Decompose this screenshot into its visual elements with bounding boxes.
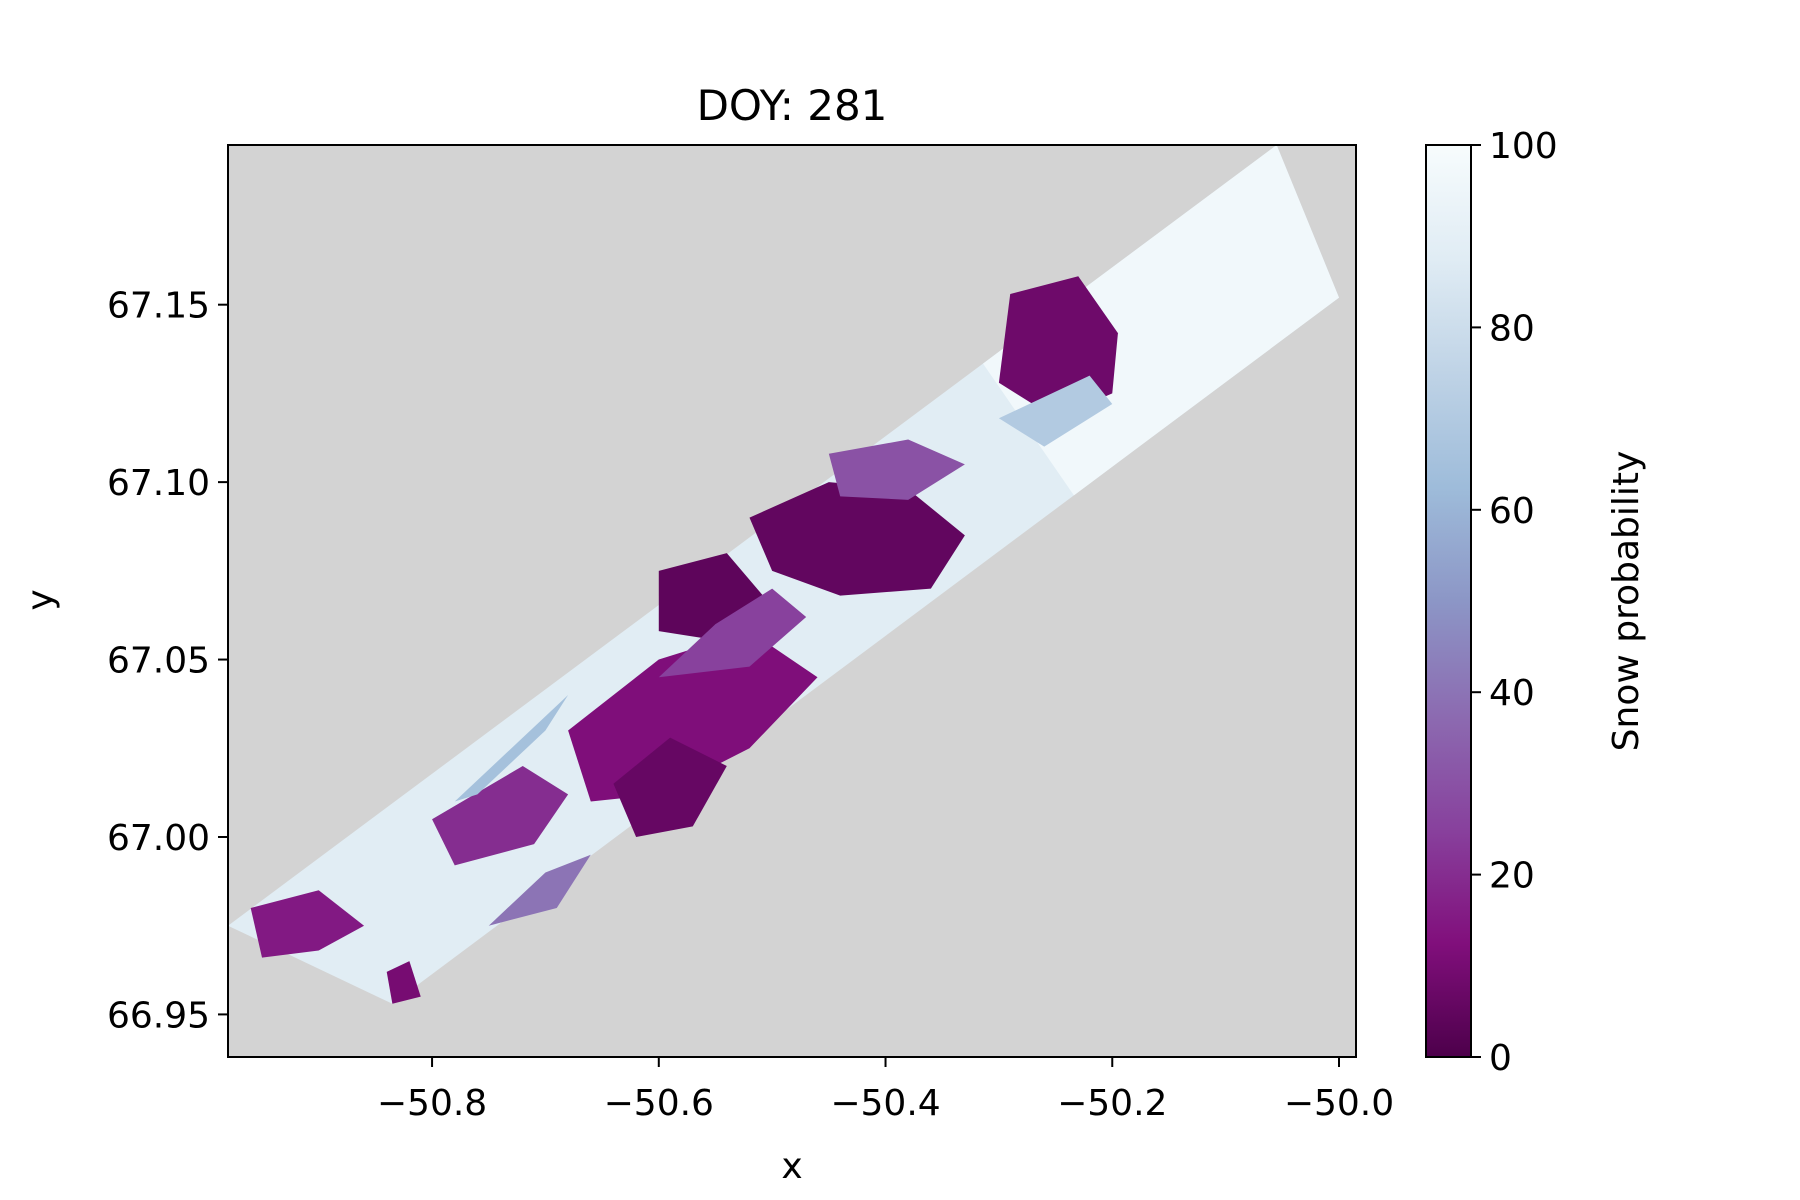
x-tick-label: −50.2 xyxy=(1057,1083,1167,1124)
chart-title: DOY: 281 xyxy=(697,81,888,130)
x-tick-label: −50.4 xyxy=(830,1083,940,1124)
plot-frame xyxy=(227,144,1357,1058)
probability-region-1 xyxy=(749,482,965,596)
x-tick-label: −50.0 xyxy=(1284,1083,1394,1124)
probability-region-11 xyxy=(998,375,1113,447)
colorbar-tick-label: 40 xyxy=(1489,673,1535,714)
colorbar-tick-label: 20 xyxy=(1489,856,1535,897)
probability-region-7 xyxy=(828,439,965,500)
colorbar-tick-label: 100 xyxy=(1489,126,1558,167)
colorbar xyxy=(1425,144,1472,1058)
probability-region-8 xyxy=(386,961,421,1004)
colorbar-tick-label: 80 xyxy=(1489,308,1535,349)
probability-region-5 xyxy=(432,766,569,866)
y-tick-label: 67.10 xyxy=(107,463,210,504)
probability-region-6 xyxy=(250,890,365,958)
probability-region-9 xyxy=(658,588,807,678)
probability-region-10 xyxy=(454,695,569,802)
x-tick-label: −50.6 xyxy=(604,1083,714,1124)
probability-region-12 xyxy=(488,854,591,926)
x-axis-label: x xyxy=(781,1146,802,1187)
colorbar-axis: 0 20 40 60 80 100 xyxy=(1471,126,1558,1079)
snow-map-layer xyxy=(228,145,1339,1004)
y-axis: 66.95 67.00 67.05 67.10 67.15 xyxy=(107,286,228,1036)
probability-region-4 xyxy=(613,737,727,837)
x-axis: −50.8 −50.6 −50.4 −50.2 −50.0 xyxy=(377,1057,1394,1124)
y-tick-label: 67.00 xyxy=(107,818,210,859)
y-tick-label: 66.95 xyxy=(107,995,210,1036)
y-tick-label: 67.05 xyxy=(107,641,210,682)
colorbar-tick-label: 60 xyxy=(1489,491,1535,532)
x-tick-label: −50.8 xyxy=(377,1083,487,1124)
y-tick-label: 67.15 xyxy=(107,286,210,327)
colorbar-tick-label: 0 xyxy=(1489,1038,1512,1079)
probability-region-3 xyxy=(568,631,818,802)
y-axis-label: y xyxy=(20,589,61,610)
colorbar-label: Snow probability xyxy=(1606,451,1647,752)
